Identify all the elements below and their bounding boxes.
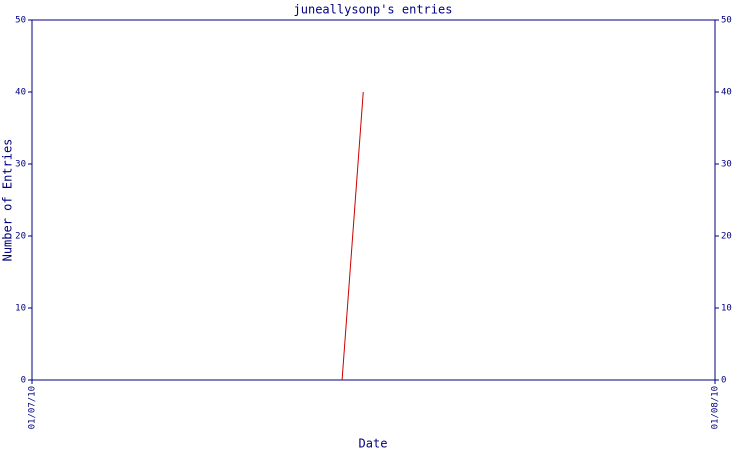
x-tick-label: 01/08/10 <box>711 386 721 429</box>
y2-tick-label: 40 <box>721 88 732 98</box>
y2-tick-label: 10 <box>721 304 732 314</box>
y2-tick-label: 50 <box>721 16 732 26</box>
y2-tick-label: 0 <box>721 376 726 386</box>
y2-tick-label: 30 <box>721 160 732 170</box>
y-tick-label: 40 <box>15 88 26 98</box>
plot-frame <box>31 19 716 381</box>
chart-title: juneallysonp's entries <box>294 3 453 17</box>
y2-tick-label: 20 <box>721 232 732 242</box>
y-tick-label: 10 <box>15 304 26 314</box>
y-axis-label: Number of Entries <box>1 139 15 262</box>
y-tick-label: 30 <box>15 160 26 170</box>
x-axis-label: Date <box>359 437 388 450</box>
y-tick-label: 20 <box>15 232 26 242</box>
x-tick-label: 01/07/10 <box>28 386 38 429</box>
y-tick-label: 50 <box>15 16 26 26</box>
y-tick-label: 0 <box>21 376 26 386</box>
line <box>341 91 364 381</box>
